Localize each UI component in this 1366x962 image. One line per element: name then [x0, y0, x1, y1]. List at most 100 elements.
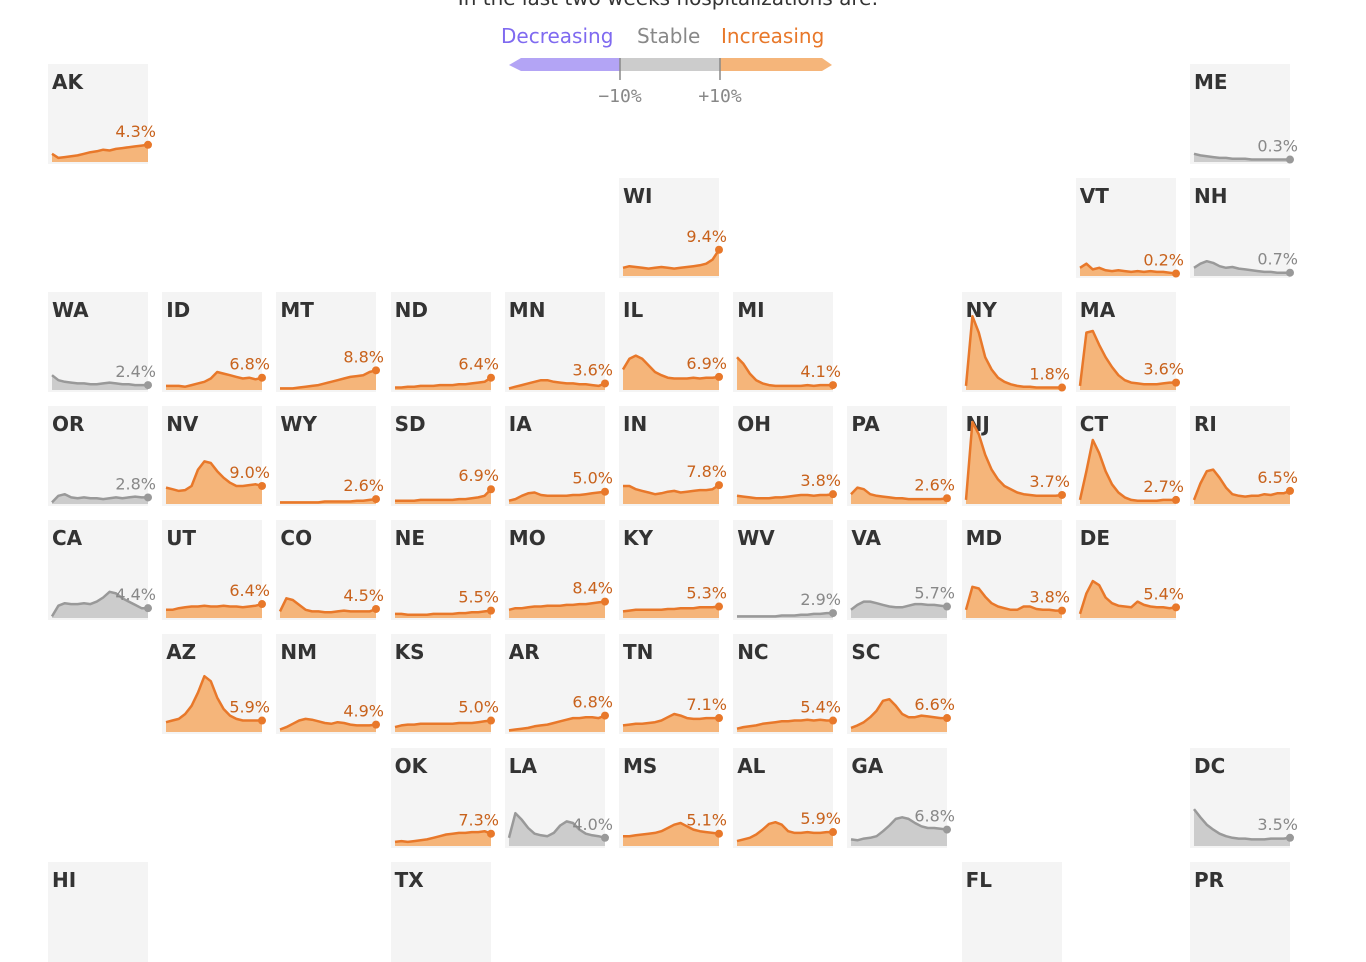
change-label: 5.5%: [458, 588, 499, 607]
sparkline-end-dot: [715, 602, 723, 611]
sparkline-end-dot: [372, 495, 381, 504]
state-tile-ia: IA 5.0%: [504, 406, 613, 506]
state-tile-sc: SC 6.6%: [847, 634, 955, 734]
sparkline-line: [1193, 259, 1290, 274]
sparkline-line: [1079, 262, 1176, 275]
sparkline: 0.2%: [1079, 251, 1184, 278]
sparkline: 4.5%: [279, 586, 385, 618]
state-tile-co: CO 4.5%: [276, 520, 384, 620]
sparkline: 5.7%: [850, 584, 955, 618]
sparkline-area: [737, 357, 834, 390]
legend-stable-bar: [620, 58, 720, 71]
sparkline-line: [394, 609, 491, 616]
state-tile-ak: AK 4.3%: [48, 64, 156, 164]
sparkline: 6.9%: [621, 354, 727, 390]
sparkline-end-dot: [600, 487, 609, 496]
sparkline: 9.4%: [622, 227, 727, 276]
state-tile-md: MD 3.8%: [961, 520, 1070, 620]
sparkline-end-dot: [715, 829, 723, 838]
change-label: 3.8%: [1029, 588, 1070, 607]
change-label: 4.4%: [115, 585, 156, 604]
sparkline: 3.6%: [1078, 329, 1184, 390]
sparkline-end-dot: [1171, 495, 1180, 504]
sparkline-line: [622, 249, 721, 270]
change-label: 4.3%: [115, 122, 156, 141]
sparkline-end-dot: [943, 602, 952, 611]
state-tile-ar: AR 6.8%: [504, 634, 613, 734]
sparkline: 5.4%: [1078, 579, 1184, 618]
change-label: 8.8%: [344, 347, 385, 366]
sparkline-area: [508, 491, 605, 504]
state-abbr: SC: [851, 640, 881, 664]
change-label: 6.4%: [458, 355, 499, 374]
sparkline-end-dot: [1057, 606, 1066, 615]
change-label: 6.8%: [915, 807, 956, 826]
sparkline-line: [622, 605, 720, 613]
state-abbr: AR: [508, 640, 540, 664]
change-label: 4.5%: [344, 586, 385, 605]
sparkline-area: [623, 714, 719, 732]
sparkline-line: [166, 602, 263, 612]
change-label: 0.7%: [1257, 250, 1298, 269]
sparkline: 6.4%: [166, 581, 270, 618]
state-tile-pa: PA 2.6%: [847, 406, 955, 506]
sparkline: 5.0%: [508, 469, 613, 504]
sparkline-line: [508, 378, 606, 390]
sparkline-line: [964, 314, 1062, 389]
sparkline-line: [850, 600, 948, 611]
sparkline-line: [1193, 808, 1291, 841]
sparkline: 8.4%: [508, 579, 613, 618]
state-tile-ms: MS 5.1%: [619, 748, 727, 848]
sparkline-end-dot: [829, 716, 838, 725]
state-tile-ma: MA 3.6%: [1075, 292, 1184, 392]
legend-decreasing-label: Decreasing: [501, 24, 614, 48]
legend-low-tick: −10%: [598, 86, 642, 107]
sparkline: 6.5%: [1192, 468, 1298, 504]
state-tile-ok: OK 7.3%: [390, 748, 499, 848]
sparkline: 2.8%: [51, 474, 156, 504]
sparkline-line: [280, 369, 377, 390]
sparkline: 5.3%: [622, 584, 727, 618]
legend-decreasing-bar: [509, 58, 620, 71]
sparkline-area: [508, 601, 605, 618]
state-tile-de: DE 5.4%: [1075, 520, 1184, 620]
sparkline: 2.4%: [51, 362, 156, 390]
state-tile-ne: NE 5.5%: [390, 520, 499, 620]
sparkline-area: [737, 719, 834, 732]
sparkline: 5.9%: [165, 674, 270, 732]
change-label: 9.0%: [230, 463, 271, 482]
state-tile-ny: NY 1.8%: [961, 292, 1070, 392]
sparkline: 9.0%: [165, 460, 271, 504]
sparkline: 5.9%: [736, 809, 841, 846]
sparkline-end-dot: [258, 716, 267, 725]
state-tile-wi: WI 9.4%: [619, 178, 727, 278]
sparkline-end-dot: [1286, 486, 1294, 495]
state-tile-wv: WV 2.9%: [733, 520, 841, 620]
change-label: 5.1%: [686, 811, 727, 830]
sparkline-line: [1078, 438, 1176, 502]
state-abbr: HI: [52, 868, 77, 892]
sparkline: 5.1%: [623, 811, 727, 846]
sparkline-area: [623, 485, 719, 504]
sparkline: 2.6%: [280, 476, 384, 504]
sparkline-end-dot: [1171, 378, 1180, 387]
change-label: 6.8%: [230, 355, 271, 374]
change-label: 2.6%: [915, 475, 956, 494]
state-abbr: ID: [166, 298, 191, 322]
change-label: 6.9%: [458, 466, 499, 485]
state-tile-mt: MT 8.8%: [276, 292, 384, 392]
state-abbr: KS: [394, 640, 425, 664]
change-label: 7.1%: [686, 695, 727, 714]
sparkline: 4.4%: [50, 585, 156, 618]
state-tile-in: IN 7.8%: [619, 406, 727, 506]
state-abbr: LA: [508, 754, 538, 778]
change-label: 6.6%: [915, 695, 956, 714]
change-label: 5.4%: [1143, 584, 1184, 603]
sparkline: 5.5%: [394, 588, 499, 618]
sparkline-area: [965, 316, 1062, 390]
sparkline-line: [850, 697, 948, 730]
sparkline-line: [394, 488, 492, 502]
sparkline-end-dot: [144, 140, 152, 149]
state-tile-vt: VT 0.2%: [1075, 178, 1184, 278]
change-label: 8.4%: [572, 579, 613, 598]
